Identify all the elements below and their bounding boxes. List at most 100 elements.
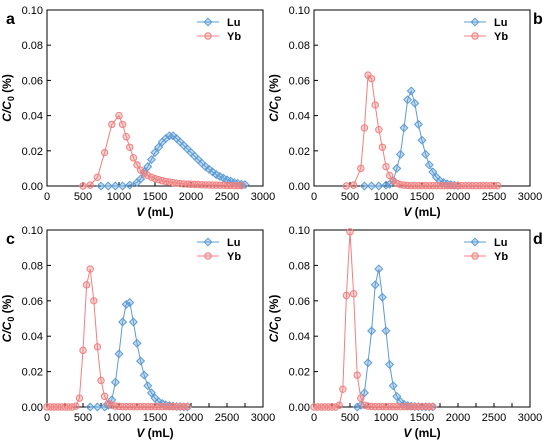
series-lu: [85, 298, 192, 412]
x-axis-title: V (mL): [403, 205, 440, 219]
data-point-lu: [392, 391, 402, 401]
data-point-yb: [79, 346, 87, 355]
legend-entry-lu: Lu: [197, 17, 240, 29]
y-tick-label: 0.00: [289, 402, 310, 414]
data-point-yb: [75, 394, 84, 402]
data-point-yb: [371, 101, 379, 109]
y-tick-label: 0.02: [289, 367, 310, 379]
x-axis-title: V (mL): [136, 426, 173, 440]
y-axis-title: C/C0 (%): [0, 74, 16, 122]
y-tick-label: 0.06: [22, 296, 43, 308]
data-point-yb: [375, 125, 383, 134]
data-point-yb: [93, 343, 102, 351]
legend-entry-yb: Yb: [464, 31, 508, 43]
data-point-lu: [392, 163, 402, 173]
series-lu: [359, 86, 463, 191]
series-yb: [79, 111, 246, 190]
panel-c: 0.00 0.02 0.04 0.06 0.08 0.10 0 500 1000 1500 2000…: [0, 225, 275, 440]
data-point-lu: [381, 326, 391, 336]
data-point-lu: [359, 181, 369, 191]
legend-entry-lu: Lu: [464, 237, 507, 249]
x-tick-label: 0: [44, 412, 50, 424]
data-point-lu: [146, 388, 156, 398]
y-tick-label: 0.10: [289, 5, 310, 17]
y-tick-label: 0.10: [289, 225, 310, 237]
series-line-yb: [82, 114, 242, 187]
series-yb: [43, 265, 192, 411]
data-point-yb: [126, 143, 134, 151]
data-point-yb: [493, 181, 502, 190]
data-point-yb: [378, 143, 387, 151]
data-point-yb: [93, 173, 102, 181]
data-point-lu: [118, 181, 128, 191]
data-point-yb: [104, 399, 112, 408]
data-point-yb: [357, 164, 365, 173]
data-point-lu: [428, 167, 438, 177]
data-point-lu: [417, 135, 427, 145]
data-point-yb: [133, 161, 141, 169]
panel-letter: c: [6, 231, 15, 248]
data-point-lu: [100, 402, 110, 412]
data-point-lu: [424, 160, 434, 170]
legend-entry-lu: Lu: [464, 17, 507, 29]
data-point-lu: [132, 338, 142, 348]
legend-label: Yb: [494, 251, 508, 263]
data-point-lu: [359, 388, 369, 398]
data-point-lu: [143, 162, 153, 172]
data-point-yb: [385, 171, 394, 180]
y-tick-label: 0.04: [22, 111, 43, 123]
x-tick-label: 3000: [251, 412, 275, 424]
y-tick-label: 0.04: [289, 331, 310, 343]
x-tick-label: 2000: [179, 412, 203, 424]
data-point-lu: [128, 317, 138, 327]
data-point-yb: [72, 402, 80, 410]
legend-entry-yb: Yb: [464, 251, 508, 263]
data-point-yb: [353, 371, 361, 379]
data-point-lu: [125, 298, 135, 308]
data-point-lu: [385, 360, 395, 370]
x-tick-label: 2000: [179, 191, 203, 203]
legend-label: Yb: [494, 31, 508, 43]
data-point-yb: [86, 265, 94, 273]
y-tick-label: 0.06: [22, 75, 43, 87]
data-point-yb: [335, 401, 343, 409]
y-tick-label: 0.06: [289, 75, 310, 87]
data-point-lu: [121, 299, 131, 309]
y-axis-title: C/C0 (%): [0, 295, 16, 343]
data-point-lu: [367, 326, 377, 336]
data-point-lu: [150, 148, 160, 158]
x-tick-label: 1500: [143, 191, 167, 203]
y-tick-label: 0.08: [289, 40, 310, 52]
data-point-lu: [96, 181, 106, 191]
series-yb: [342, 71, 502, 190]
legend-label: Lu: [494, 17, 507, 29]
data-point-lu: [143, 381, 153, 391]
data-point-yb: [339, 385, 347, 393]
data-point-yb: [97, 376, 105, 385]
data-point-lu: [146, 155, 156, 165]
data-point-yb: [342, 182, 351, 190]
y-tick-label: 0.10: [22, 225, 43, 237]
x-tick-label: 3000: [518, 412, 542, 424]
y-tick-label: 0.02: [289, 146, 310, 158]
legend-entry-lu: Lu: [197, 237, 240, 249]
x-tick-label: 500: [74, 191, 92, 203]
data-point-lu: [421, 149, 431, 159]
x-tick-label: 2000: [446, 412, 470, 424]
x-tick-label: 1000: [107, 191, 131, 203]
series-line-yb: [47, 268, 188, 408]
data-point-yb: [349, 290, 358, 298]
y-tick-label: 0.02: [22, 146, 43, 158]
y-tick-label: 0.00: [289, 181, 310, 193]
y-tick-label: 0.04: [289, 111, 310, 123]
data-point-lu: [103, 181, 113, 191]
data-point-lu: [413, 119, 423, 129]
data-point-yb: [140, 169, 148, 178]
x-tick-label: 1000: [374, 191, 398, 203]
data-point-yb: [79, 182, 87, 190]
y-tick-label: 0.00: [22, 402, 43, 414]
panel-b: 0.00 0.02 0.04 0.06 0.08 0.10 0 500 1000 1500 2000…: [267, 5, 543, 219]
data-point-yb: [360, 124, 369, 132]
data-point-lu: [125, 180, 135, 190]
legend-entry-yb: Yb: [197, 251, 241, 263]
